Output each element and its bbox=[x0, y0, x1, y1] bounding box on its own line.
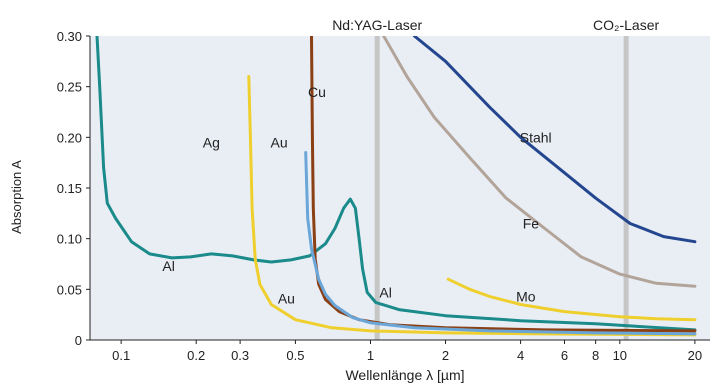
series-lines bbox=[95, 36, 697, 337]
plot-background bbox=[90, 36, 710, 340]
series-line-stahl bbox=[412, 36, 697, 244]
y-tick-label: 0.15 bbox=[57, 181, 82, 196]
x-tick-label: 8 bbox=[592, 348, 599, 363]
x-tick-label: 10 bbox=[613, 348, 627, 363]
y-tick-label: 0.20 bbox=[57, 130, 82, 145]
laser-markers: Nd:YAG-Laser CO₂-Laser bbox=[332, 17, 660, 340]
series-line-fe bbox=[382, 36, 697, 288]
curve-label-ag: Ag bbox=[203, 134, 220, 150]
y-tick-label: 0 bbox=[75, 333, 82, 348]
x-tick-label: 0.2 bbox=[187, 348, 205, 363]
y-tick-label: 0.05 bbox=[57, 282, 82, 297]
series-line-mo bbox=[446, 277, 697, 322]
x-tick-label: 20 bbox=[688, 348, 702, 363]
curve-label-fe: Fe bbox=[523, 216, 540, 232]
x-tick-label: 6 bbox=[561, 348, 568, 363]
y-axis-label: Absorption A bbox=[9, 160, 24, 234]
laser-marker-label: Nd:YAG-Laser bbox=[332, 17, 422, 33]
curve-label-au: Au bbox=[271, 134, 288, 150]
curve-label-cu: Cu bbox=[308, 84, 326, 100]
curve-label-au: Au bbox=[278, 291, 295, 307]
curve-label-mo: Mo bbox=[516, 288, 536, 304]
curve-label-al: Al bbox=[162, 258, 174, 274]
curve-label-stahl: Stahl bbox=[520, 129, 552, 145]
x-tick-label: 0.1 bbox=[112, 348, 130, 363]
curve-labels: Al Ag Au Cu Au Al Mo Fe Stahl bbox=[162, 84, 551, 307]
axes: 0.1 0.2 0.3 0.5 1 2 4 6 8 10 20 0 0.05 0.10 0.15 0.20 0.… bbox=[57, 29, 710, 363]
x-tick-label: 1 bbox=[367, 348, 374, 363]
series-line-au bbox=[304, 151, 697, 336]
x-axis-label: Wellenlänge λ [µm] bbox=[345, 367, 464, 383]
series-line-al bbox=[95, 36, 697, 332]
y-tick-label: 0.10 bbox=[57, 232, 82, 247]
series-line-ag bbox=[247, 75, 697, 337]
x-tick-label: 4 bbox=[517, 348, 524, 363]
y-tick-label: 0.25 bbox=[57, 80, 82, 95]
x-tick-label: 0.5 bbox=[286, 348, 304, 363]
laser-marker-label: CO₂-Laser bbox=[593, 17, 659, 33]
series-line-cu bbox=[310, 36, 697, 333]
x-tick-label: 2 bbox=[442, 348, 449, 363]
curve-label-al: Al bbox=[379, 284, 391, 300]
y-tick-label: 0.30 bbox=[57, 29, 82, 44]
x-tick-label: 0.3 bbox=[231, 348, 249, 363]
